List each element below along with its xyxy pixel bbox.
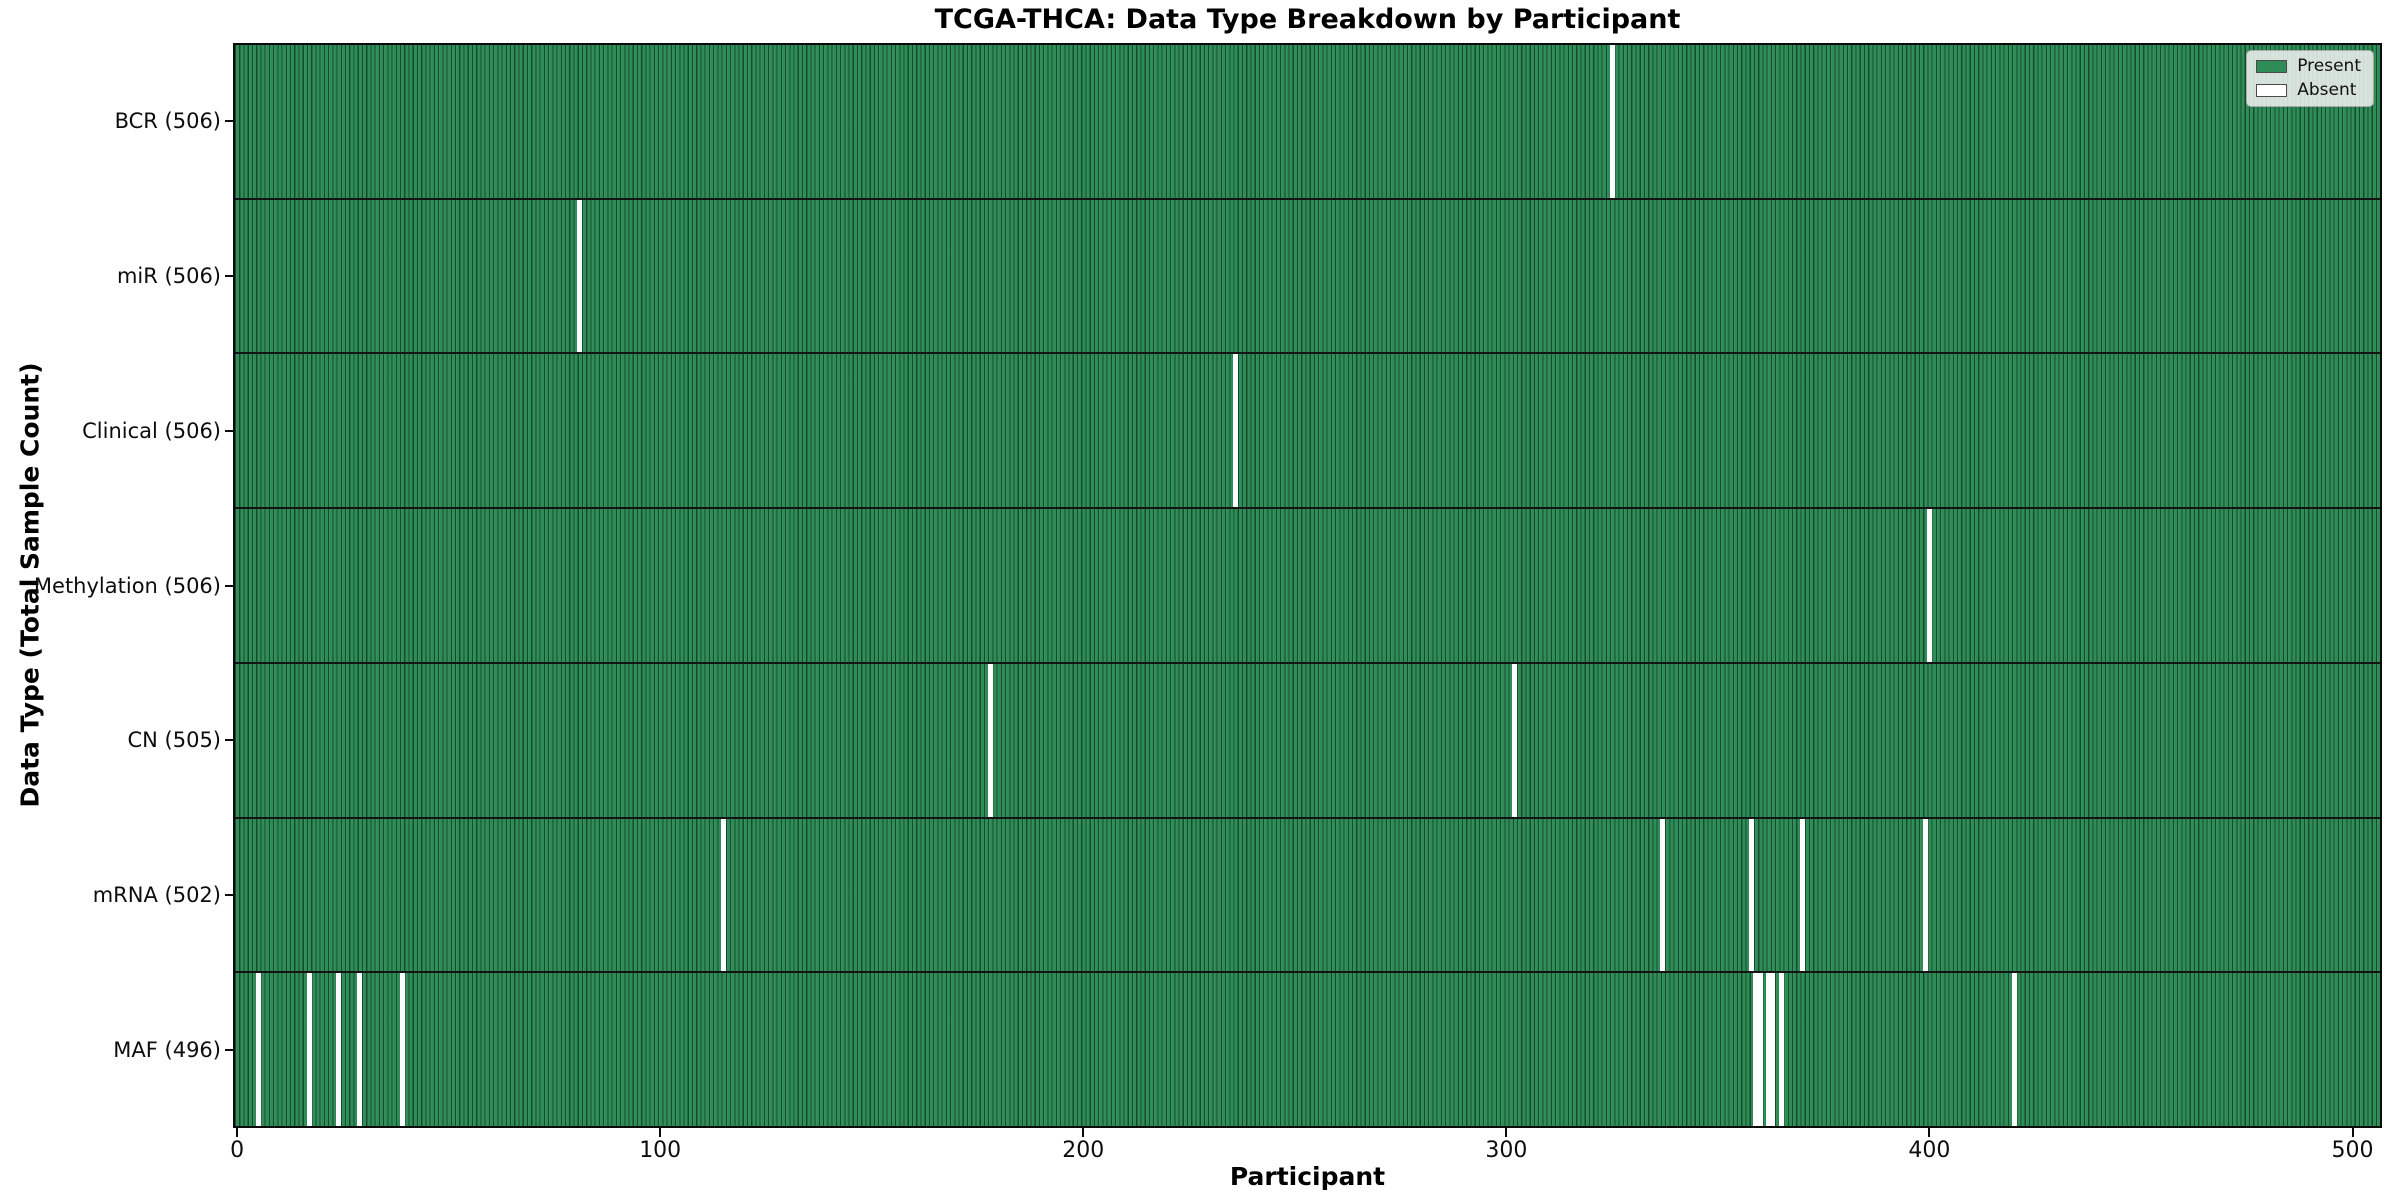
plot-area: Present Absent bbox=[233, 43, 2382, 1128]
absent-stripe bbox=[306, 973, 312, 1126]
absent-stripe bbox=[721, 818, 727, 972]
x-tick-mark bbox=[1082, 1128, 1085, 1137]
absent-stripe bbox=[1778, 973, 1784, 1126]
x-tick-label-400: 400 bbox=[1908, 1138, 1951, 1163]
absent-stripe bbox=[1757, 973, 1763, 1126]
legend-item-present: Present bbox=[2256, 58, 2361, 75]
row-mir bbox=[235, 199, 2380, 355]
legend: Present Absent bbox=[2246, 50, 2374, 107]
x-axis-label: Participant bbox=[1229, 1162, 1386, 1191]
x-tick-mark bbox=[236, 1128, 239, 1137]
rows-container bbox=[235, 45, 2380, 1126]
row-maf bbox=[235, 973, 2380, 1126]
y-tick-mark bbox=[225, 120, 233, 123]
absent-stripe bbox=[1922, 818, 1928, 972]
y-tick-label-clinical: Clinical (506) bbox=[82, 418, 221, 443]
present-swatch-icon bbox=[2256, 60, 2288, 73]
legend-label-present: Present bbox=[2297, 56, 2361, 76]
absent-stripe bbox=[399, 973, 405, 1126]
row-methylation bbox=[235, 509, 2380, 664]
row-mrna bbox=[235, 818, 2380, 974]
x-tick-mark bbox=[2351, 1128, 2354, 1137]
x-tick-mark bbox=[1505, 1128, 1508, 1137]
row-clinical bbox=[235, 354, 2380, 510]
x-tick-label-500: 500 bbox=[2331, 1138, 2374, 1163]
y-tick-label-mir: miR (506) bbox=[116, 264, 221, 289]
absent-swatch-icon bbox=[2256, 84, 2288, 97]
absent-stripe bbox=[255, 973, 261, 1126]
row-cn bbox=[235, 663, 2380, 819]
x-tick-label-0: 0 bbox=[230, 1138, 245, 1163]
absent-stripe bbox=[1926, 509, 1932, 662]
absent-stripe bbox=[1766, 973, 1772, 1126]
legend-label-absent: Absent bbox=[2297, 80, 2357, 100]
x-tick-label-100: 100 bbox=[639, 1138, 682, 1163]
legend-item-absent: Absent bbox=[2256, 82, 2361, 99]
absent-stripe bbox=[577, 199, 583, 353]
y-tick-mark bbox=[225, 584, 233, 587]
y-tick-label-cn: CN (505) bbox=[127, 728, 221, 753]
y-tick-mark bbox=[225, 739, 233, 742]
absent-stripe bbox=[2011, 973, 2017, 1126]
absent-stripe bbox=[357, 973, 363, 1126]
x-tick-label-300: 300 bbox=[1485, 1138, 1528, 1163]
y-tick-label-methylation: Methylation (506) bbox=[33, 573, 221, 598]
absent-stripe bbox=[1660, 818, 1666, 972]
x-tick-label-200: 200 bbox=[1062, 1138, 1105, 1163]
y-tick-label-bcr: BCR (506) bbox=[114, 109, 221, 134]
absent-stripe bbox=[987, 663, 993, 817]
absent-stripe bbox=[1753, 973, 1759, 1126]
absent-stripe bbox=[1749, 818, 1755, 972]
absent-stripe bbox=[1512, 663, 1518, 817]
absent-stripe bbox=[1770, 973, 1776, 1126]
absent-stripe bbox=[336, 973, 342, 1126]
y-tick-mark bbox=[225, 429, 233, 432]
y-tick-mark bbox=[225, 893, 233, 896]
absent-stripe bbox=[1799, 818, 1805, 972]
y-tick-label-maf: MAF (496) bbox=[113, 1037, 221, 1062]
chart-title: TCGA-THCA: Data Type Breakdown by Partic… bbox=[934, 4, 1681, 35]
y-tick-mark bbox=[225, 1048, 233, 1051]
y-tick-label-mrna: mRNA (502) bbox=[92, 882, 221, 907]
x-tick-mark bbox=[1928, 1128, 1931, 1137]
y-tick-mark bbox=[225, 275, 233, 278]
absent-stripe bbox=[1609, 45, 1615, 198]
row-bcr bbox=[235, 45, 2380, 200]
x-tick-mark bbox=[659, 1128, 662, 1137]
absent-stripe bbox=[1233, 354, 1239, 508]
